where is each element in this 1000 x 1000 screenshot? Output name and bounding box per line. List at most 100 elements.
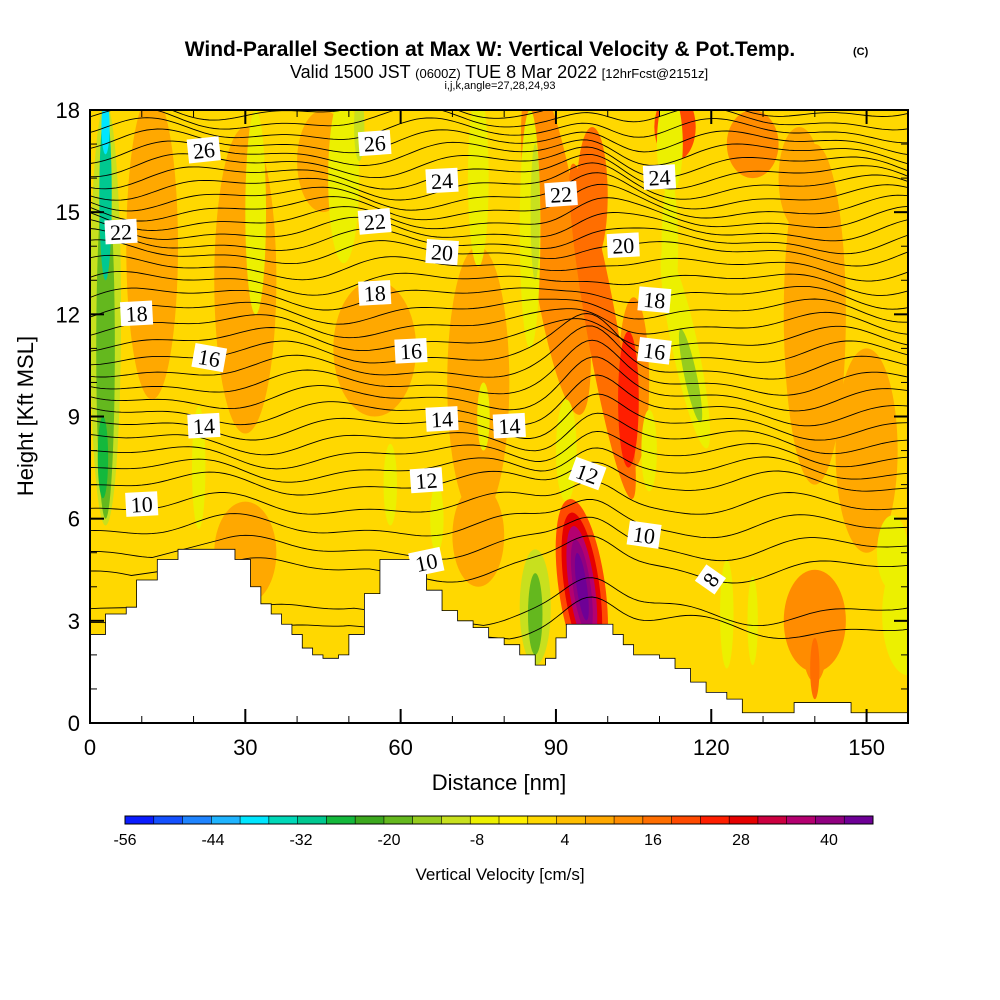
- velocity-cell: [574, 553, 589, 621]
- theta-contour: [90, 461, 908, 496]
- colorbar-swatch: [211, 816, 241, 824]
- contour-label: 26: [357, 129, 392, 157]
- contour-label-text: 12: [415, 467, 439, 493]
- x-tick-label: 0: [84, 735, 96, 760]
- y-tick-label: 12: [56, 302, 80, 327]
- theta-contour: [90, 254, 908, 282]
- contour-label-text: 10: [130, 491, 153, 517]
- y-tick-label: 18: [56, 98, 80, 123]
- contour-label: 16: [191, 343, 228, 372]
- contour-label-text: 22: [549, 181, 573, 207]
- contour-label-box: [409, 467, 444, 494]
- colorbar-swatch: [182, 816, 212, 824]
- y-tick-label: 9: [68, 405, 80, 430]
- colorbar-tick-label: -44: [201, 832, 224, 849]
- velocity-field: [90, 110, 908, 700]
- contour-label-text: 16: [196, 344, 222, 372]
- contour-label: 22: [104, 218, 138, 245]
- theta-contour: [90, 128, 908, 156]
- velocity-cell: [835, 348, 898, 553]
- theta-contour: [90, 117, 908, 144]
- contour-label: 24: [642, 164, 677, 191]
- contour-label-text: 18: [642, 287, 666, 314]
- velocity-cell: [726, 110, 779, 179]
- theta-contour: [90, 227, 908, 255]
- contour-label-box: [694, 564, 727, 595]
- colorbar-swatch: [757, 816, 787, 824]
- velocity-cell: [801, 593, 828, 683]
- theta-contour: [90, 480, 908, 515]
- velocity-cell: [245, 110, 267, 315]
- colorbar-swatch: [815, 816, 845, 824]
- velocity-cell: [126, 110, 179, 400]
- velocity-cell: [527, 573, 543, 655]
- contour-label: 14: [187, 412, 221, 439]
- velocity-cell: [810, 637, 820, 700]
- velocity-cell: [452, 484, 505, 587]
- colorbar-swatch: [556, 816, 586, 824]
- theta-contour: [90, 270, 908, 296]
- contour-label-text: 10: [413, 548, 440, 577]
- contour-label-box: [408, 546, 445, 578]
- contour-label-text: 20: [612, 233, 635, 259]
- velocity-cell: [778, 127, 820, 230]
- theta-contour: [90, 577, 908, 627]
- theta-contour: [90, 430, 908, 470]
- contour-label-box: [637, 286, 672, 314]
- y-tick-label: 15: [56, 200, 80, 225]
- contour-label-box: [358, 280, 392, 306]
- contour-label-text: 20: [430, 239, 454, 265]
- velocity-cell: [783, 144, 846, 485]
- contour-label-text: 26: [363, 130, 387, 156]
- colorbar-swatch: [355, 816, 385, 824]
- contour-label-box: [568, 456, 607, 491]
- colorbar-tick-label: -56: [113, 832, 136, 849]
- colorbar-swatch: [441, 816, 471, 824]
- colorbar-swatch: [614, 816, 644, 824]
- contour-label: 20: [606, 232, 640, 259]
- velocity-cell: [430, 484, 444, 553]
- colorbar-swatch: [844, 816, 874, 824]
- theta-contour: [90, 339, 908, 396]
- contour-label-text: 10: [631, 521, 656, 549]
- velocity-cell: [467, 110, 489, 267]
- contour-label-box: [425, 406, 459, 432]
- colorbar-swatch: [268, 816, 298, 824]
- theta-contour: [90, 197, 908, 231]
- velocity-cell: [747, 576, 758, 666]
- contour-label: 10: [125, 491, 159, 518]
- colorbar-swatch: [297, 816, 327, 824]
- theta-contour: [90, 183, 908, 222]
- theta-contour: [90, 285, 908, 311]
- colorbar-swatch: [412, 816, 442, 824]
- velocity-cell: [530, 144, 540, 281]
- contour-label: 22: [357, 208, 392, 235]
- colorbar-swatch: [125, 816, 155, 824]
- velocity-cell: [477, 382, 490, 451]
- contour-label: 16: [394, 337, 428, 364]
- theta-contour: [90, 356, 908, 412]
- colorbar: [124, 815, 874, 825]
- contour-label-text: 14: [430, 406, 453, 432]
- theta-contour: [90, 596, 908, 640]
- colorbar-swatch: [729, 816, 759, 824]
- colorbar-tick-label: -32: [289, 832, 312, 849]
- colorbar-swatch: [470, 816, 500, 824]
- contour-label-text: 14: [498, 413, 521, 439]
- x-axis-label: Distance [nm]: [432, 770, 567, 795]
- contour-label: 20: [425, 238, 459, 266]
- theta-contour: [170, 110, 908, 121]
- contour-label-box: [394, 337, 428, 364]
- contour-label-text: 22: [363, 208, 387, 235]
- contour-label-text: 18: [125, 301, 148, 327]
- colorbar-swatch: [153, 816, 183, 824]
- velocity-cell: [618, 331, 639, 468]
- contour-label: 24: [425, 167, 459, 194]
- y-axis-label: Height [Kft MSL]: [13, 336, 38, 496]
- theta-contour: [90, 110, 908, 131]
- contour-label-box: [357, 208, 392, 235]
- contour-label-text: 16: [642, 338, 667, 365]
- chart-subtitle: Valid 1500 JST (0600Z) TUE 8 Mar 2022 [1…: [290, 62, 708, 82]
- contour-label: 12: [409, 467, 444, 494]
